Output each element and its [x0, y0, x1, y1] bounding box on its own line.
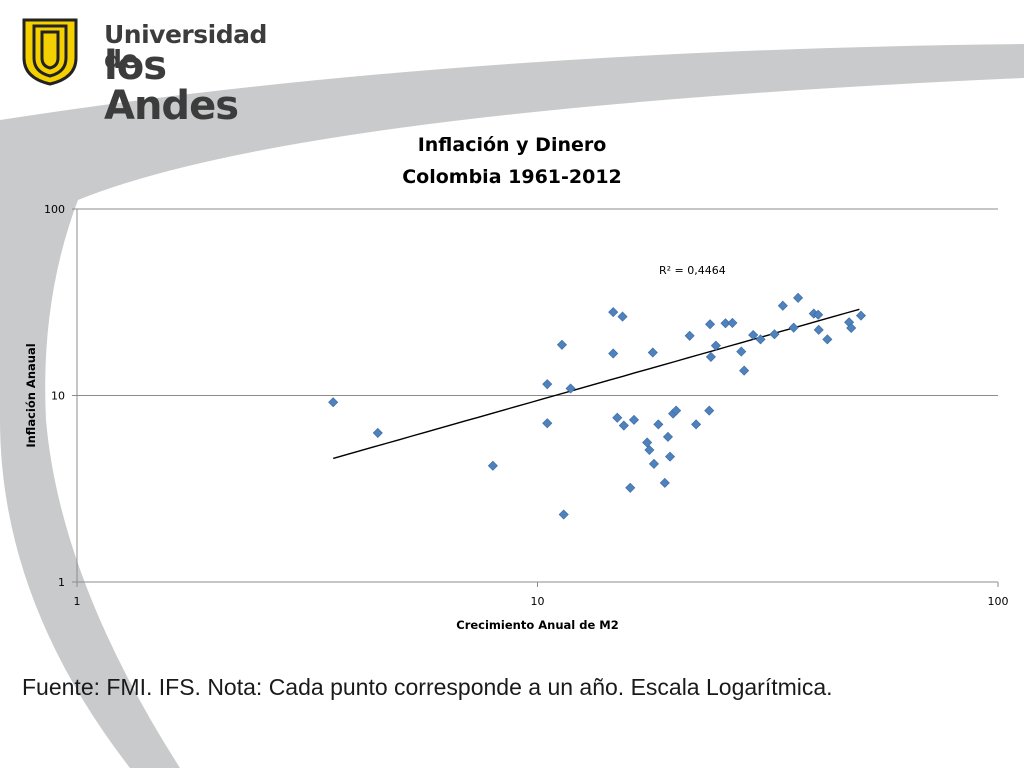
data-point-11 — [617, 311, 628, 322]
x-axis-label: Crecimiento Anual de M2 — [456, 618, 618, 632]
data-point-34 — [739, 365, 750, 376]
data-point-35 — [748, 329, 759, 341]
data-point-38 — [777, 300, 788, 311]
chart-subtitle: Colombia 1961-2012 — [402, 166, 622, 188]
data-point-39 — [788, 322, 799, 333]
data-point-27 — [704, 405, 715, 416]
data-point-2 — [487, 460, 498, 471]
data-point-10 — [612, 412, 623, 423]
data-point-19 — [653, 419, 664, 430]
data-point-42 — [813, 309, 824, 320]
data-point-40 — [793, 292, 804, 303]
y-axis-label: Inflación Anaual — [24, 343, 38, 447]
data-point-32 — [727, 317, 738, 328]
data-point-20 — [659, 477, 670, 488]
logo-line1: Universidad de — [104, 20, 267, 74]
data-point-0 — [328, 397, 339, 408]
data-point-18 — [648, 458, 659, 469]
x-tick-label-10: 10 — [531, 595, 545, 608]
data-point-15 — [642, 437, 653, 448]
data-point-47 — [855, 310, 866, 321]
tick-labels: 1 10 100 1 10 100 — [44, 203, 1009, 608]
gridlines — [77, 208, 998, 583]
data-point-21 — [662, 431, 673, 442]
data-point-30 — [710, 340, 721, 351]
background-swoosh — [0, 44, 1024, 768]
data-point-3 — [542, 379, 553, 390]
data-point-22 — [665, 451, 676, 462]
shield-icon — [22, 18, 78, 86]
y-tick-label-1: 1 — [58, 576, 65, 589]
data-point-37 — [769, 329, 780, 340]
source-note: Fuente: FMI. IFS. Nota: Cada punto corre… — [22, 674, 833, 700]
data-points — [328, 292, 866, 520]
data-point-13 — [625, 482, 636, 493]
data-point-5 — [556, 339, 567, 350]
data-point-12 — [618, 420, 629, 431]
y-tick-label-10: 10 — [51, 390, 65, 403]
data-point-26 — [691, 419, 702, 430]
data-point-33 — [736, 346, 747, 357]
data-point-14 — [628, 414, 640, 425]
data-point-44 — [822, 334, 833, 345]
x-tick-label-100: 100 — [988, 595, 1009, 608]
data-point-16 — [644, 445, 655, 456]
logo-line2: los Andes — [104, 43, 239, 129]
data-point-46 — [846, 323, 857, 334]
data-point-28 — [705, 319, 716, 330]
university-logo: Universidad de los Andes — [22, 18, 267, 126]
data-point-4 — [542, 418, 553, 429]
data-point-43 — [813, 324, 824, 335]
trendline — [333, 308, 860, 460]
data-point-29 — [705, 351, 716, 362]
data-point-36 — [755, 334, 766, 345]
data-point-6 — [558, 509, 569, 520]
chart-title: Inflación y Dinero — [417, 134, 607, 156]
x-tick-label-1: 1 — [74, 595, 81, 608]
data-point-25 — [684, 330, 695, 341]
y-tick-label-100: 100 — [44, 203, 65, 216]
data-point-9 — [608, 348, 619, 359]
data-point-1 — [372, 427, 383, 438]
r-squared-label: R² = 0,4464 — [659, 264, 726, 277]
data-point-24 — [671, 405, 682, 416]
data-point-7 — [565, 383, 576, 394]
data-point-17 — [647, 347, 658, 358]
data-point-8 — [608, 307, 619, 318]
data-point-31 — [720, 318, 731, 329]
